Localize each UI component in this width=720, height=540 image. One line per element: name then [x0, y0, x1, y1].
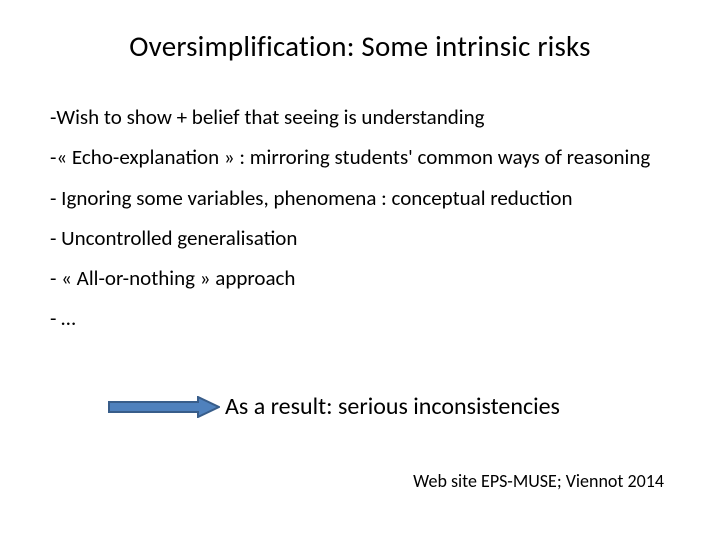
slide-title: Oversimplification: Some intrinsic risks [50, 28, 670, 64]
arrow-shape [109, 397, 219, 417]
arrow-icon [50, 396, 225, 418]
bullet-list: -Wish to show + belief that seeing is un… [50, 104, 670, 332]
result-row: As a result: serious inconsistencies [50, 392, 680, 421]
bullet-item: - Ignoring some variables, phenomena : c… [50, 185, 670, 211]
bullet-item: -Wish to show + belief that seeing is un… [50, 104, 670, 130]
slide: Oversimplification: Some intrinsic risks… [0, 0, 720, 540]
footer-citation: Web site EPS-MUSE; Viennot 2014 [413, 470, 664, 492]
bullet-item: - « All-or-nothing » approach [50, 265, 670, 291]
result-text: As a result: serious inconsistencies [225, 392, 560, 421]
bullet-item: -« Echo-explanation » : mirroring studen… [50, 144, 670, 170]
bullet-item: - Uncontrolled generalisation [50, 225, 670, 251]
bullet-item: - … [50, 305, 670, 331]
